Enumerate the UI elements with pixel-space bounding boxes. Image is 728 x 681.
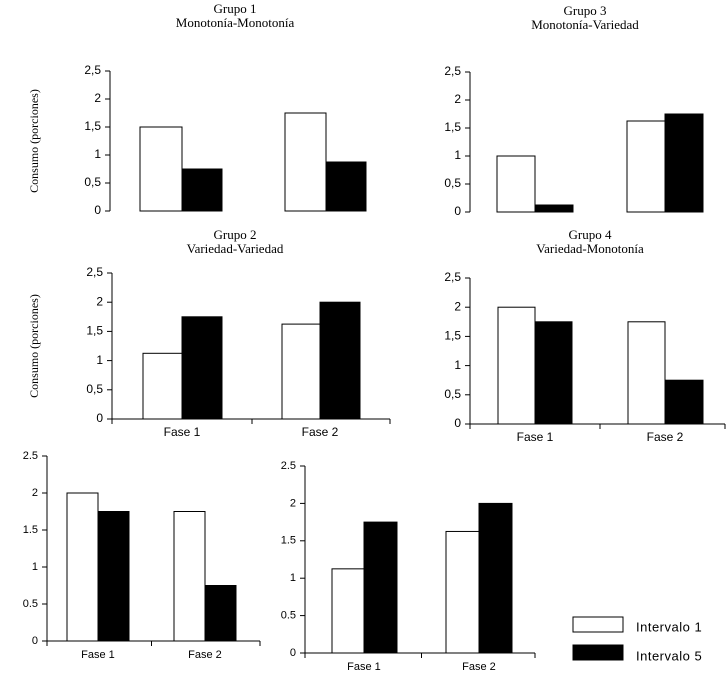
y-tick-label: 1 (32, 561, 38, 573)
y-tick-label: 1,5 (444, 120, 461, 134)
bar (363, 521, 398, 654)
y-axis-label: Consumo (porciones) (27, 294, 41, 398)
y-tick-label: 2.5 (281, 460, 296, 472)
y-tick-label: 2 (454, 92, 461, 106)
y-tick-label: 2 (454, 299, 461, 313)
bar (478, 502, 513, 654)
chart-title: Grupo 2 (214, 227, 257, 242)
bar (97, 511, 130, 642)
y-tick-label: 1 (454, 148, 461, 162)
y-tick-label: 2,5 (444, 270, 461, 284)
y-tick-label: 0 (454, 416, 461, 430)
chart-title: Grupo 4 (569, 227, 612, 242)
chart-subtitle: Variedad-Variedad (187, 241, 284, 256)
bar (181, 168, 223, 212)
y-tick-label: 2,5 (444, 64, 461, 78)
chart-subtitle: Monotonía-Monotonía (176, 15, 295, 30)
y-tick-label: 0,5 (84, 175, 101, 189)
y-tick-label: 1,5 (84, 119, 101, 133)
bar (664, 379, 704, 425)
y-tick-label: 1,5 (86, 324, 103, 338)
y-tick-label: 0 (94, 203, 101, 217)
x-tick-label: Fase 2 (188, 649, 222, 661)
y-tick-label: 1.5 (23, 524, 38, 536)
bar (319, 301, 361, 420)
y-tick-label: 0 (96, 411, 103, 425)
bar (626, 120, 666, 213)
y-tick-label: 1 (290, 572, 296, 584)
chart-subtitle: Monotonía-Variedad (531, 17, 639, 32)
y-tick-label: 1.5 (281, 535, 296, 547)
y-tick-label: 2,5 (86, 265, 103, 279)
y-tick-label: 1,5 (444, 329, 461, 343)
chart-title: Grupo 1 (214, 1, 257, 16)
bar (534, 321, 573, 425)
chart-title: Grupo 3 (564, 3, 607, 18)
x-tick-label: Fase 1 (164, 425, 201, 439)
y-tick-label: 2 (96, 294, 103, 308)
y-tick-label: 1 (96, 353, 103, 367)
x-tick-label: Fase 2 (462, 661, 496, 673)
y-tick-label: 2 (290, 497, 296, 509)
legend-label: Intervalo 1 (636, 619, 702, 634)
legend-label: Intervalo 5 (636, 648, 702, 663)
y-tick-label: 0.5 (281, 610, 296, 622)
legend-swatch (572, 644, 624, 661)
bar (204, 585, 237, 642)
bar (445, 530, 480, 654)
y-tick-label: 2 (94, 91, 101, 105)
bar (139, 126, 183, 212)
y-tick-label: 1 (94, 147, 101, 161)
x-tick-label: Fase 1 (347, 661, 381, 673)
x-tick-label: Fase 1 (517, 430, 554, 444)
y-tick-label: 2.5 (23, 450, 38, 462)
bar (331, 568, 365, 654)
y-tick-label: 0,5 (86, 382, 103, 396)
legend-swatch (572, 616, 624, 633)
bar (284, 112, 327, 212)
bar (142, 352, 183, 420)
y-tick-label: 0 (290, 647, 296, 659)
y-tick-label: 0,5 (444, 387, 461, 401)
x-tick-label: Fase 1 (81, 649, 115, 661)
bar (664, 113, 704, 213)
bar (281, 323, 321, 420)
bar (181, 316, 223, 420)
y-tick-label: 0 (454, 204, 461, 218)
bar (496, 155, 536, 213)
y-tick-label: 0,5 (444, 176, 461, 190)
y-tick-label: 0 (32, 635, 38, 647)
bar (325, 161, 367, 212)
chart-subtitle: Variedad-Monotonía (536, 241, 644, 256)
x-tick-label: Fase 2 (647, 430, 684, 444)
y-tick-label: 0.5 (23, 598, 38, 610)
bar (497, 306, 536, 425)
x-tick-label: Fase 2 (302, 425, 339, 439)
y-axis-label: Consumo (porciones) (27, 89, 41, 193)
bar (534, 204, 574, 213)
y-tick-label: 1 (454, 358, 461, 372)
y-tick-label: 2,5 (84, 63, 101, 77)
y-tick-label: 2 (32, 487, 38, 499)
bar (66, 492, 99, 642)
bar (173, 511, 206, 642)
bar (627, 321, 666, 425)
